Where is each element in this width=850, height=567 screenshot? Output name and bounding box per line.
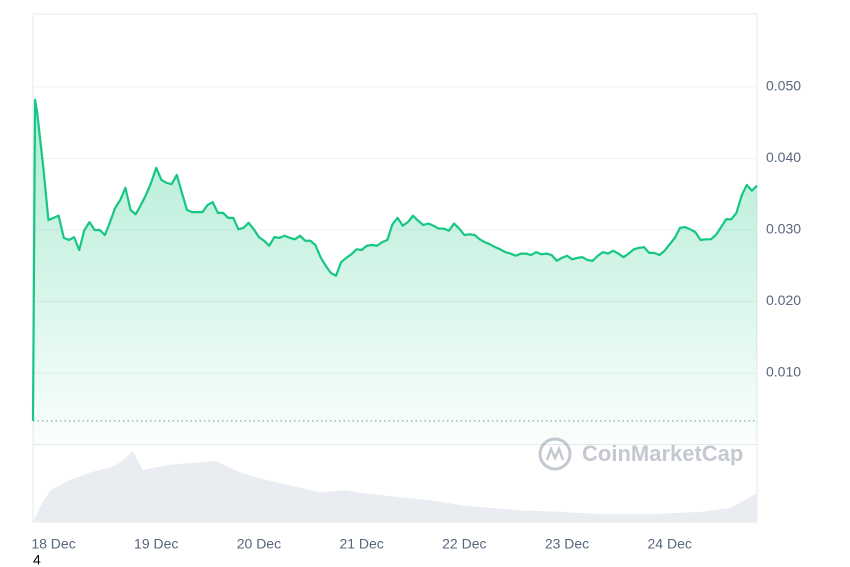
volume-area: [33, 450, 757, 522]
y-tick-label: 0.020: [766, 292, 801, 308]
y-tick-label: 0.050: [766, 78, 801, 94]
x-tick-label: 21 Dec: [339, 536, 383, 552]
footnote: 4: [33, 552, 41, 567]
price-line: [31, 98, 758, 421]
price-area: [33, 99, 757, 445]
y-tick-label: 0.010: [766, 364, 801, 380]
x-tick-label: 18 Dec: [31, 536, 75, 552]
plot-layer: [31, 86, 758, 522]
x-tick-label: 23 Dec: [545, 536, 589, 552]
watermark-logo: [538, 437, 572, 471]
y-tick-label: 0.040: [766, 149, 801, 165]
watermark-logo-mark: [545, 445, 565, 462]
watermark: CoinMarketCap: [538, 437, 743, 471]
y-tick-label: 0.030: [766, 221, 801, 237]
x-tick-label: 22 Dec: [442, 536, 486, 552]
x-tick-label: 20 Dec: [237, 536, 281, 552]
x-tick-label: 24 Dec: [648, 536, 692, 552]
watermark-text: CoinMarketCap: [582, 441, 743, 466]
x-tick-label: 19 Dec: [134, 536, 178, 552]
